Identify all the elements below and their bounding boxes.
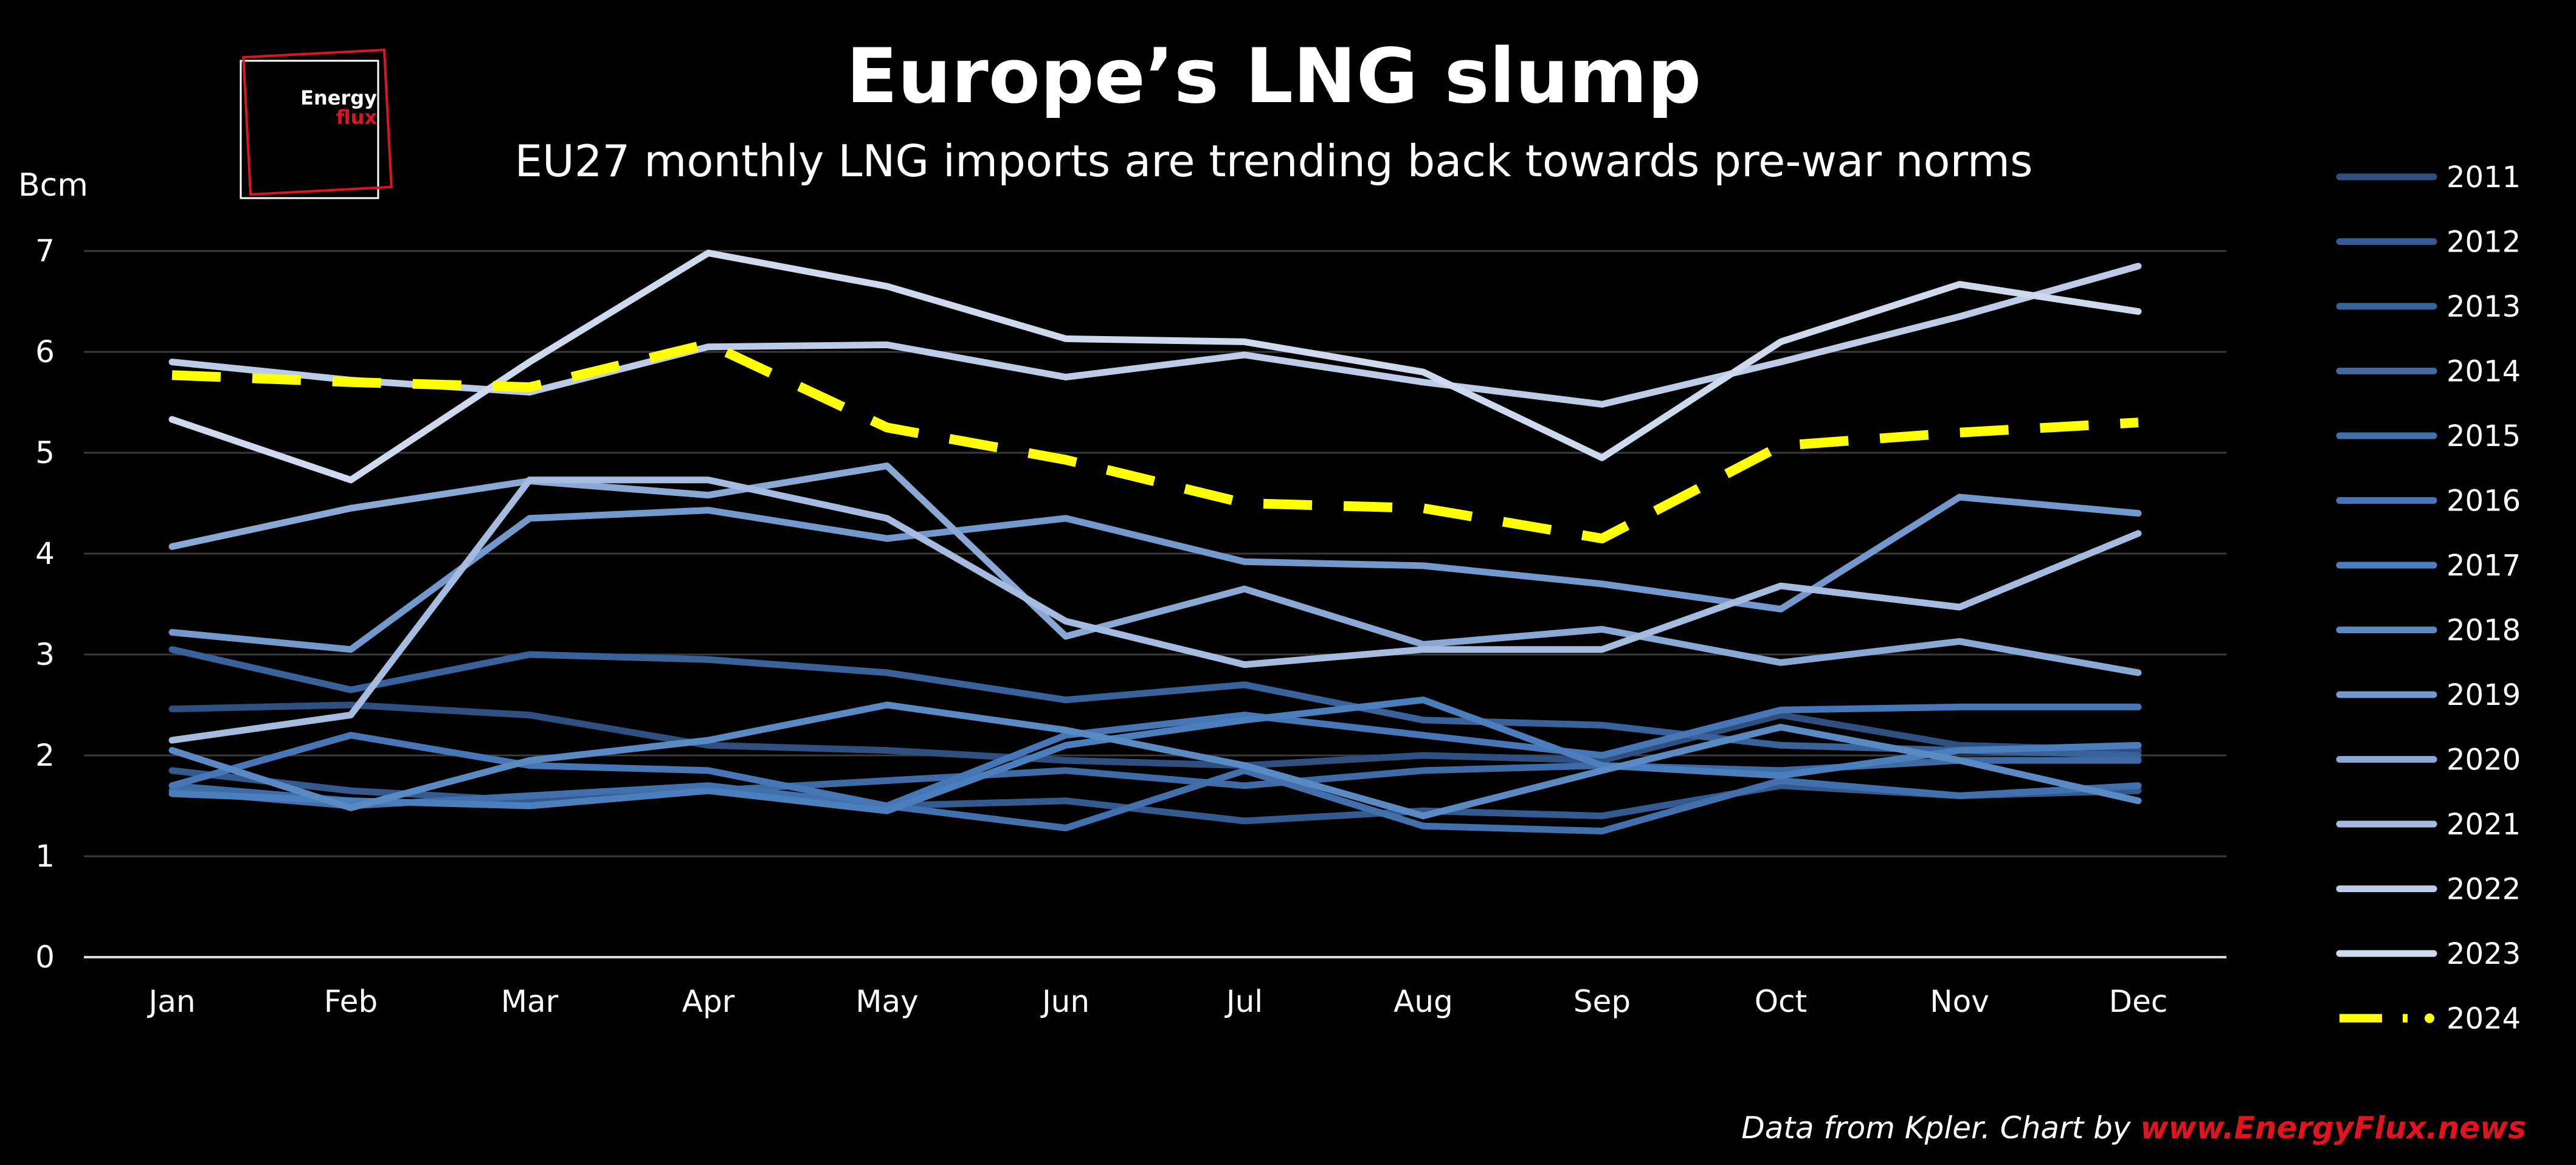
legend-item-2020: 2020 bbox=[2336, 743, 2521, 777]
y-tick-label: 7 bbox=[35, 233, 55, 269]
series-line-2024 bbox=[171, 339, 2139, 544]
x-axis-ticks: Jan Feb Mar Apr May Jun Jul Aug Sep Oct Nov Dec bbox=[147, 984, 2167, 1019]
y-tick-label: 4 bbox=[35, 536, 55, 571]
legend-label: 2022 bbox=[2447, 873, 2521, 907]
legend-item-2024: 2024 bbox=[2339, 1002, 2521, 1036]
y-tick-label: 3 bbox=[35, 637, 55, 672]
y-tick-label: 6 bbox=[35, 334, 55, 369]
x-tick-label: Jan bbox=[147, 984, 195, 1019]
y-tick-label: 1 bbox=[35, 839, 55, 874]
series-lines bbox=[168, 249, 2142, 834]
legend-item-2019: 2019 bbox=[2336, 678, 2521, 712]
x-tick-label: Jun bbox=[1040, 984, 1089, 1019]
x-tick-label: Feb bbox=[324, 984, 378, 1019]
energyflux-logo: Energy flux bbox=[240, 48, 393, 199]
legend-item-2017: 2017 bbox=[2336, 549, 2521, 583]
legend-item-2022: 2022 bbox=[2336, 873, 2521, 907]
x-tick-label: May bbox=[855, 984, 918, 1019]
legend: 2011 2012 2013 2014 2015 2016 2017 2018 2019 2020… bbox=[2336, 160, 2521, 1036]
x-tick-label: Nov bbox=[1930, 984, 1989, 1019]
series-line-2016 bbox=[168, 703, 2142, 809]
series-line-2011 bbox=[168, 701, 2142, 769]
legend-label: 2015 bbox=[2447, 419, 2521, 453]
x-tick-label: Sep bbox=[1573, 984, 1631, 1019]
legend-label: 2023 bbox=[2447, 937, 2521, 971]
legend-item-2012: 2012 bbox=[2336, 225, 2521, 259]
legend-label: 2018 bbox=[2447, 614, 2521, 648]
legend-label: 2011 bbox=[2447, 160, 2521, 194]
x-tick-label: Jul bbox=[1224, 984, 1263, 1019]
legend-item-2014: 2014 bbox=[2336, 355, 2521, 389]
legend-label: 2016 bbox=[2447, 484, 2521, 518]
x-tick-label: Apr bbox=[682, 984, 735, 1019]
x-tick-label: Aug bbox=[1393, 984, 1453, 1019]
chart-subtitle: EU27 monthly LNG imports are trending ba… bbox=[515, 136, 2033, 187]
gridlines bbox=[84, 250, 2226, 958]
series-line-2015 bbox=[168, 767, 2142, 834]
y-axis-ticks: 0 1 2 3 4 5 6 7 bbox=[35, 233, 55, 975]
legend-swatch-dot bbox=[2425, 1013, 2434, 1023]
y-axis-unit-label: Bcm bbox=[18, 167, 88, 204]
series-line-2019 bbox=[168, 493, 2142, 653]
y-tick-label: 0 bbox=[35, 940, 55, 975]
legend-label: 2021 bbox=[2447, 808, 2521, 842]
series-line-2013 bbox=[168, 646, 2142, 759]
legend-label: 2020 bbox=[2447, 743, 2521, 777]
source-text: Data from Kpler. Chart by bbox=[1741, 1110, 2140, 1146]
logo-text-flux: flux bbox=[336, 106, 378, 129]
legend-label: 2014 bbox=[2447, 355, 2521, 389]
series-line-2020 bbox=[168, 462, 2142, 676]
y-tick-label: 5 bbox=[35, 435, 55, 470]
legend-item-2013: 2013 bbox=[2336, 290, 2521, 324]
x-tick-label: Mar bbox=[501, 984, 559, 1019]
x-tick-label: Dec bbox=[2109, 984, 2168, 1019]
series-line-2018 bbox=[168, 701, 2142, 820]
legend-label: 2024 bbox=[2447, 1002, 2521, 1036]
y-tick-label: 2 bbox=[35, 738, 55, 773]
legend-label: 2019 bbox=[2447, 678, 2521, 712]
legend-item-2021: 2021 bbox=[2336, 808, 2521, 842]
logo-text-energy: Energy bbox=[300, 86, 377, 109]
x-tick-label: Oct bbox=[1755, 984, 1807, 1019]
series-line-2021 bbox=[168, 476, 2142, 744]
legend-item-2023: 2023 bbox=[2336, 937, 2521, 971]
legend-label: 2017 bbox=[2447, 549, 2521, 583]
legend-item-2018: 2018 bbox=[2336, 614, 2521, 648]
chart-title: Europe’s LNG slump bbox=[846, 33, 1702, 120]
series-line-2022 bbox=[168, 263, 2142, 408]
source-link[interactable]: www.EnergyFlux.news bbox=[2140, 1110, 2526, 1146]
legend-label: 2012 bbox=[2447, 225, 2521, 259]
legend-item-2016: 2016 bbox=[2336, 484, 2521, 518]
legend-item-2011: 2011 bbox=[2336, 160, 2521, 194]
legend-item-2015: 2015 bbox=[2336, 419, 2521, 453]
source-note: Data from Kpler. Chart by www.EnergyFlux… bbox=[1741, 1110, 2526, 1146]
series-line-2017 bbox=[168, 696, 2142, 814]
legend-label: 2013 bbox=[2447, 290, 2521, 324]
